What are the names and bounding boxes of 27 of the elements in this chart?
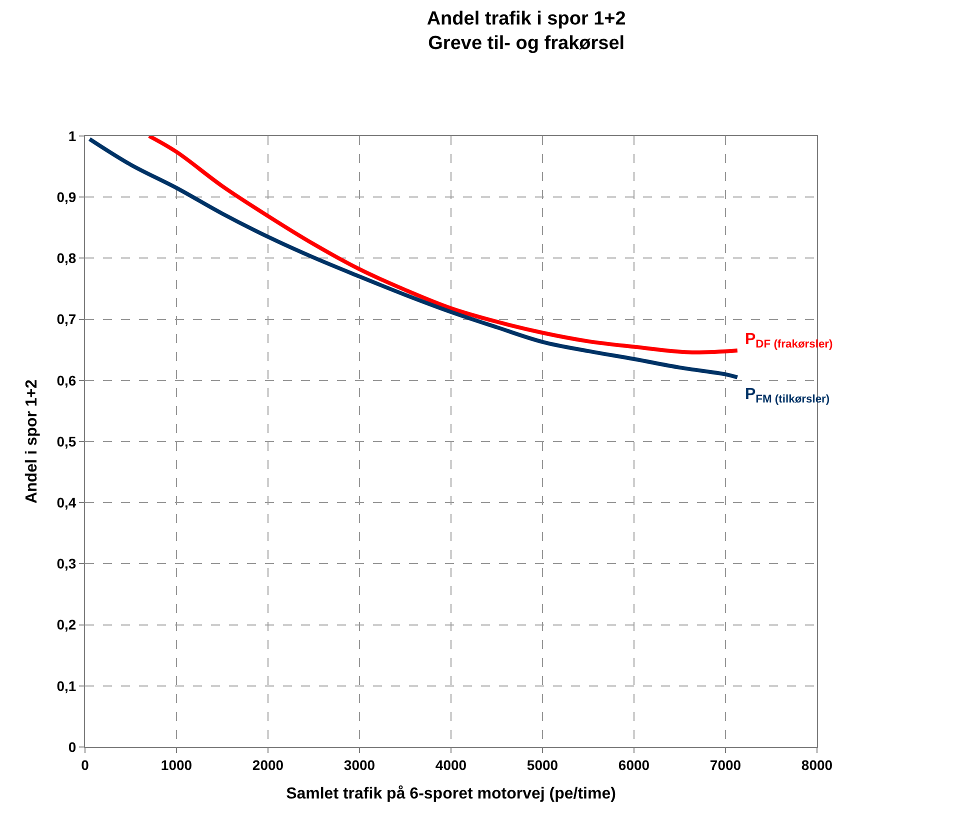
series-label: P$_{FM (tilkørsler)}$ bbox=[745, 386, 830, 406]
y-tick-label: 0,7 bbox=[56, 311, 76, 328]
x-tick-label: 1000 bbox=[160, 756, 192, 773]
line-series bbox=[147, 136, 740, 354]
y-tick-label: 0,5 bbox=[56, 433, 76, 450]
y-tick-label: 0,6 bbox=[56, 372, 76, 388]
x-tick-label: 8000 bbox=[801, 756, 833, 773]
y-tick-label: 0,1 bbox=[56, 678, 76, 694]
y-tick-label: 0,3 bbox=[56, 556, 76, 572]
x-tick-label: 6000 bbox=[618, 756, 650, 773]
x-tick-label: 7000 bbox=[710, 756, 742, 773]
series-label: P$_{DF (frakørsler)}$ bbox=[745, 331, 834, 350]
x-tick-label: 3000 bbox=[344, 756, 376, 773]
x-tick-label: 0 bbox=[81, 756, 90, 773]
y-tick-label: 0,2 bbox=[56, 616, 76, 633]
y-tick-label: 0,9 bbox=[56, 189, 76, 205]
y-tick-label: 0,8 bbox=[56, 250, 76, 266]
y-tick-label: 0 bbox=[68, 738, 76, 755]
y-tick-label: 1 bbox=[68, 128, 76, 144]
x-tick-label: 4000 bbox=[435, 756, 467, 773]
y-tick-label: 0,4 bbox=[56, 494, 76, 510]
x-tick-label: 5000 bbox=[526, 756, 558, 773]
x-tick-label: 2000 bbox=[252, 756, 284, 773]
y-axis-title: Andel i spor 1+2 bbox=[24, 379, 41, 504]
x-axis-title: Samlet trafik på 6-sporet motorvej (pe/time) bbox=[286, 784, 616, 802]
chart-title: Andel trafik i spor 1+2 Greve til- og frakørsel bbox=[426, 8, 626, 54]
line-series bbox=[88, 137, 740, 380]
